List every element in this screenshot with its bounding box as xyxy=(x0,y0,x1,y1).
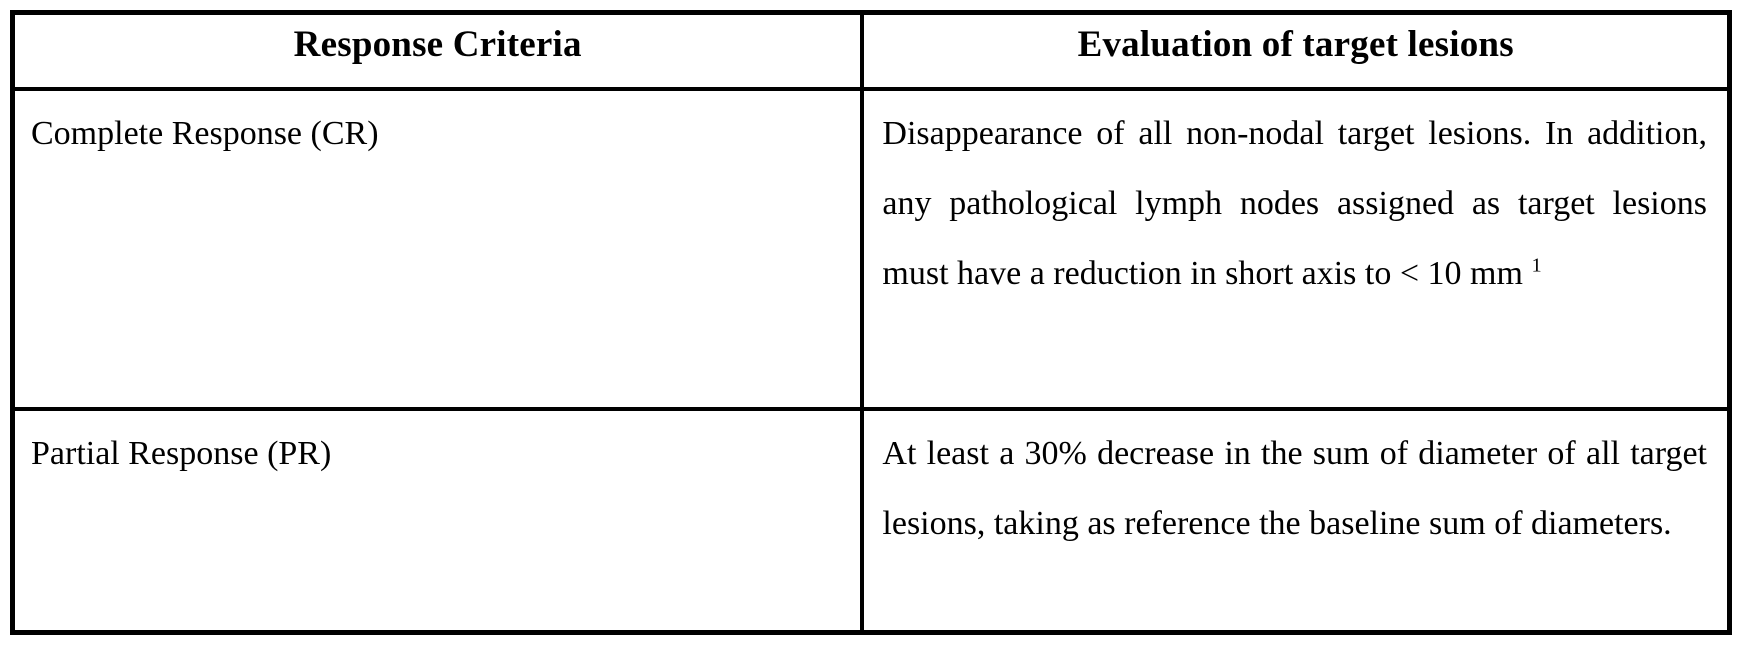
column-header-response-criteria: Response Criteria xyxy=(10,10,865,91)
evaluation-text: Disappearance of all non-nodal target le… xyxy=(882,114,1707,292)
table-header-row: Response Criteria Evaluation of target l… xyxy=(10,10,1732,91)
evaluation-cell-partial-response: At least a 30% decrease in the sum of di… xyxy=(860,406,1732,635)
criteria-cell-partial-response: Partial Response (PR) xyxy=(10,406,865,635)
evaluation-cell-complete-response: Disappearance of all non-nodal target le… xyxy=(860,86,1732,411)
table-row-partial-response: Partial Response (PR) At least a 30% dec… xyxy=(10,406,1732,635)
evaluation-text: At least a 30% decrease in the sum of di… xyxy=(882,434,1707,542)
footnote-marker: 1 xyxy=(1531,254,1542,277)
response-criteria-table: Response Criteria Evaluation of target l… xyxy=(10,10,1732,635)
table-row-complete-response: Complete Response (CR) Disappearance of … xyxy=(10,86,1732,411)
criteria-cell-complete-response: Complete Response (CR) xyxy=(10,86,865,411)
column-header-evaluation-of-target-lesions: Evaluation of target lesions xyxy=(860,10,1732,91)
